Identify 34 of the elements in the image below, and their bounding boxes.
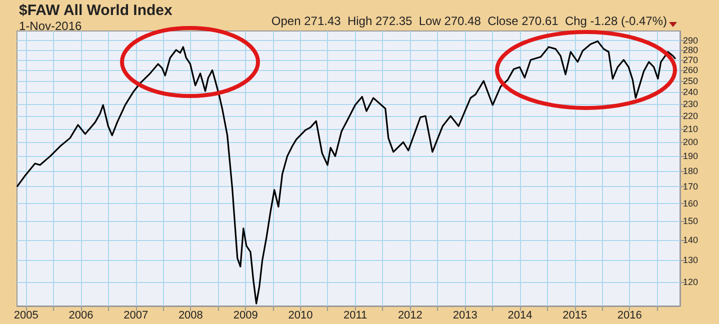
y-tick-label: 130 [683,255,698,266]
y-tick-label: 230 [683,98,698,109]
y-tick-label: 180 [683,166,698,176]
x-tick-label: 2006 [68,310,94,322]
x-tick-label: 2012 [398,310,422,322]
text: Open 271.43 High 272.35 Low 270.48 Close 270.61 Chg -1.28 (-0.47%) [271,14,668,28]
x-tick-label: 2016 [617,310,642,322]
y-tick-label: 280 [683,44,698,55]
y-tick-label: 270 [683,54,698,65]
y-tick-label: 260 [683,65,698,76]
x-tick-label: 2013 [452,310,478,322]
x-tick-label: 2008 [178,310,203,322]
x-tick-label: 2010 [288,310,313,322]
y-tick-label: 190 [683,151,698,162]
x-tick-label: 2007 [124,310,148,322]
chart-title: $FAW All World Index [19,2,174,19]
y-tick-label: 240 [683,87,698,98]
chart-subtitle: 1-Nov-2016 [19,19,82,33]
y-tick-label: 290 [683,35,698,46]
x-tick-label: 2015 [562,310,588,322]
y-tick-label: 210 [683,124,698,134]
y-tick-label: 120 [683,277,698,288]
x-tick-label: 2011 [344,310,368,322]
y-tick-label: 150 [683,216,698,226]
x-tick-label: 2005 [14,310,38,322]
x-tick-label: 2014 [508,310,532,322]
line-series [16,40,676,304]
y-tick-label: 250 [683,76,698,86]
y-tick-label: 200 [683,137,698,148]
y-tick-label: 140 [683,234,698,245]
x-tick-label: 2009 [233,310,258,322]
y-tick-label: 160 [683,198,698,208]
y-tick-label: 170 [683,182,698,192]
y-tick-label: 220 [683,111,698,122]
